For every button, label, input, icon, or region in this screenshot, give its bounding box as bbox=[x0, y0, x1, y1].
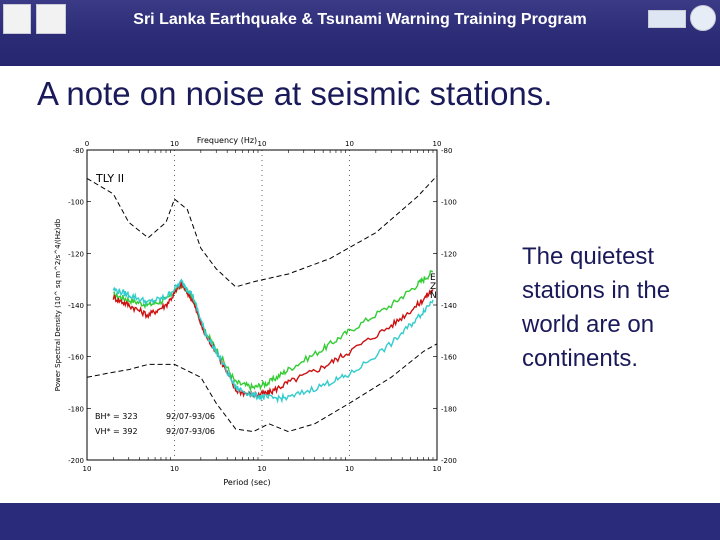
series-line-z bbox=[112, 281, 434, 399]
y-tick-label-right: -140 bbox=[441, 302, 457, 310]
y-tick-label-right: -200 bbox=[441, 457, 457, 465]
annotation-vh-dates: 92/07-93/06 bbox=[166, 427, 215, 436]
top-axis-label: Frequency (Hz) bbox=[197, 136, 257, 145]
top-tick-label: 0 bbox=[85, 140, 89, 148]
bottom-tick-label: 10 bbox=[170, 465, 179, 473]
series-line-nhnm bbox=[86, 175, 438, 288]
top-tick-label: 10 bbox=[433, 140, 442, 148]
y-tick-label-right: -100 bbox=[441, 199, 457, 207]
chart-svg: -80 -80 -100 -100 -120 -120 -140 -140 -160 -160 -1… bbox=[54, 136, 457, 487]
y-tick-label-left: -160 bbox=[68, 354, 84, 362]
component-label-e: E bbox=[430, 273, 436, 283]
bottom-tick-label: 10 bbox=[258, 465, 267, 473]
y-tick-label-right: -120 bbox=[441, 250, 457, 258]
bottom-tick-label: 10 bbox=[345, 465, 354, 473]
component-label-z: Z bbox=[430, 282, 436, 292]
slide-title: A note on noise at seismic stations. bbox=[37, 75, 553, 112]
bottom-axis-label: Period (sec) bbox=[223, 478, 270, 487]
y-tick-label-left: -180 bbox=[68, 405, 84, 413]
bottom-tick-label: 10 bbox=[433, 465, 442, 473]
noise-spectrum-chart: -80 -80 -100 -100 -120 -120 -140 -140 -160 -160 -1… bbox=[52, 134, 482, 490]
y-axis-label: Power Spectral Density (10^ sq m^2/s^4/(… bbox=[54, 218, 62, 391]
top-tick-label: 10 bbox=[170, 140, 179, 148]
agency-seal-logo bbox=[690, 5, 716, 31]
component-label-n: N bbox=[430, 291, 437, 301]
partner-logo bbox=[648, 10, 686, 28]
y-tick-label-left: -200 bbox=[68, 457, 84, 465]
y-tick-label-left: -100 bbox=[68, 199, 84, 207]
series-line-n bbox=[112, 278, 434, 404]
top-tick-label: 10 bbox=[258, 140, 267, 148]
annotation-bh-dates: 92/07-93/06 bbox=[166, 412, 215, 421]
y-tick-label-left: -140 bbox=[68, 302, 84, 310]
annotation-bh-label: BH* = 323 bbox=[95, 412, 138, 421]
y-tick-label-right: -180 bbox=[441, 405, 457, 413]
header-banner: Sri Lanka Earthquake & Tsunami Warning T… bbox=[0, 0, 720, 66]
footer-bar bbox=[0, 503, 720, 540]
annotation-vh-label: VH* = 392 bbox=[95, 427, 138, 436]
program-title: Sri Lanka Earthquake & Tsunami Warning T… bbox=[133, 11, 587, 28]
bottom-tick-label: 10 bbox=[83, 465, 92, 473]
y-tick-label-right: -80 bbox=[441, 147, 452, 155]
series-line-nlnm bbox=[86, 343, 438, 433]
y-tick-label-left: -120 bbox=[68, 250, 84, 258]
station-label: TLY II bbox=[95, 172, 124, 185]
organization-logo bbox=[3, 4, 31, 34]
top-tick-label: 10 bbox=[345, 140, 354, 148]
y-tick-label-right: -160 bbox=[441, 354, 457, 362]
y-tick-label-left: -80 bbox=[73, 147, 84, 155]
slide-bullet-text: The quietest stations in the world are o… bbox=[522, 243, 671, 372]
usaid-logo bbox=[36, 4, 66, 34]
